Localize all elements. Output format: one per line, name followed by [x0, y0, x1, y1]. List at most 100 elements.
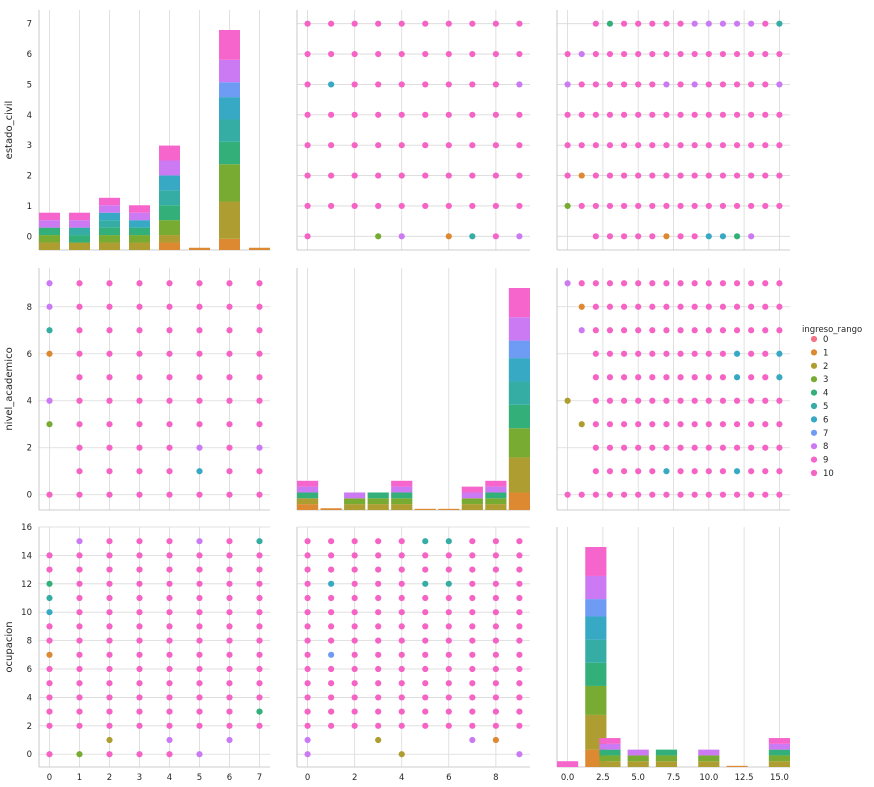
y-tick-label: 2: [27, 444, 32, 454]
scatter-point: [719, 421, 727, 428]
scatter-point: [492, 538, 499, 545]
scatter-point: [256, 303, 263, 310]
scatter-point: [705, 397, 712, 404]
scatter-point: [136, 680, 143, 687]
scatter-point: [469, 111, 476, 118]
scatter-point: [649, 444, 656, 451]
scatter-point: [635, 111, 642, 118]
legend-label: 6: [823, 415, 828, 425]
y-tick-label: 4: [27, 397, 32, 407]
scatter-point: [719, 374, 727, 381]
histogram-bar-segment: [39, 227, 60, 236]
scatter-point: [328, 722, 335, 729]
legend-label: 7: [823, 429, 828, 439]
histogram-bar-segment: [159, 235, 180, 243]
scatter-point: [649, 111, 656, 118]
scatter-point: [422, 594, 429, 602]
histogram-bar-segment: [768, 738, 790, 744]
scatter-point: [635, 350, 642, 357]
legend-label: 3: [823, 375, 828, 385]
scatter-point: [469, 552, 476, 559]
scatter-point: [106, 374, 113, 381]
scatter-point: [256, 637, 263, 644]
scatter-point: [398, 651, 405, 658]
x-tick-label: 2: [352, 773, 357, 783]
histogram-bar-segment: [508, 428, 530, 458]
scatter-point: [76, 421, 83, 428]
scatter-point: [492, 594, 499, 602]
scatter-point: [226, 552, 233, 559]
scatter-point: [516, 172, 523, 179]
scatter-point: [351, 722, 358, 729]
scatter-point: [256, 280, 263, 287]
histogram-bar-segment: [627, 761, 649, 767]
histogram-bar-segment: [219, 238, 240, 250]
scatter-point: [76, 374, 83, 381]
scatter-point: [606, 202, 614, 210]
x-tick-label: 10.0: [699, 773, 718, 783]
scatter-point: [304, 722, 311, 729]
scatter-point: [492, 722, 499, 729]
scatter-point: [492, 623, 499, 630]
scatter-point: [196, 751, 203, 758]
scatter-point: [106, 680, 113, 687]
scatter-point: [351, 651, 358, 658]
scatter-point: [166, 623, 173, 630]
scatter-point: [677, 280, 684, 287]
scatter-point: [256, 538, 263, 545]
scatter-point: [328, 680, 335, 687]
scatter-point: [256, 609, 263, 616]
scatter-point: [136, 327, 143, 334]
scatter-point: [776, 20, 783, 27]
y-tick-label: 6: [27, 350, 32, 360]
scatter-point: [256, 722, 263, 729]
scatter-point: [166, 751, 173, 758]
x-tick-label: 6: [227, 773, 232, 783]
panel-grid-r2-c1: [296, 526, 530, 768]
scatter-point: [677, 20, 684, 27]
scatter-point: [106, 651, 113, 658]
scatter-point: [46, 566, 53, 573]
scatter-point: [375, 651, 382, 658]
scatter-point: [691, 444, 698, 451]
scatter-point: [663, 327, 670, 334]
x-tick-label: 15.0: [770, 773, 789, 783]
scatter-point: [445, 623, 452, 630]
scatter-point: [304, 81, 311, 88]
scatter-point: [762, 280, 769, 287]
legend-title: ingreso_rango: [802, 325, 862, 335]
scatter-point: [398, 751, 405, 758]
scatter-point: [691, 491, 698, 498]
scatter-point: [705, 172, 712, 179]
histogram-bar-segment: [219, 141, 240, 165]
scatter-point: [256, 651, 263, 658]
scatter-point: [592, 202, 599, 210]
scatter-point: [76, 751, 83, 758]
histogram-bar-segment: [585, 575, 607, 600]
scatter-point: [136, 637, 143, 644]
scatter-point: [776, 397, 783, 404]
scatter-point: [46, 751, 53, 758]
scatter-point: [776, 444, 783, 451]
scatter-point: [136, 722, 143, 729]
scatter-point: [705, 50, 712, 58]
scatter-point: [516, 680, 523, 687]
scatter-point: [375, 665, 382, 673]
scatter-point: [492, 736, 499, 744]
scatter-point: [304, 142, 311, 149]
histogram-bar-segment: [39, 212, 60, 221]
scatter-point: [136, 594, 143, 602]
scatter-point: [564, 202, 571, 210]
scatter-point: [762, 81, 769, 88]
scatter-point: [328, 623, 335, 630]
histogram-bar-segment: [599, 749, 621, 756]
histogram-bar-segment: [391, 504, 413, 510]
scatter-point: [46, 397, 53, 404]
scatter-point: [663, 280, 670, 287]
panel-grid-r1-c0: [38, 268, 270, 511]
histogram-bar-segment: [219, 164, 240, 202]
scatter-point: [106, 538, 113, 545]
scatter-point: [304, 566, 311, 573]
scatter-point: [76, 708, 83, 715]
scatter-point: [375, 566, 382, 573]
